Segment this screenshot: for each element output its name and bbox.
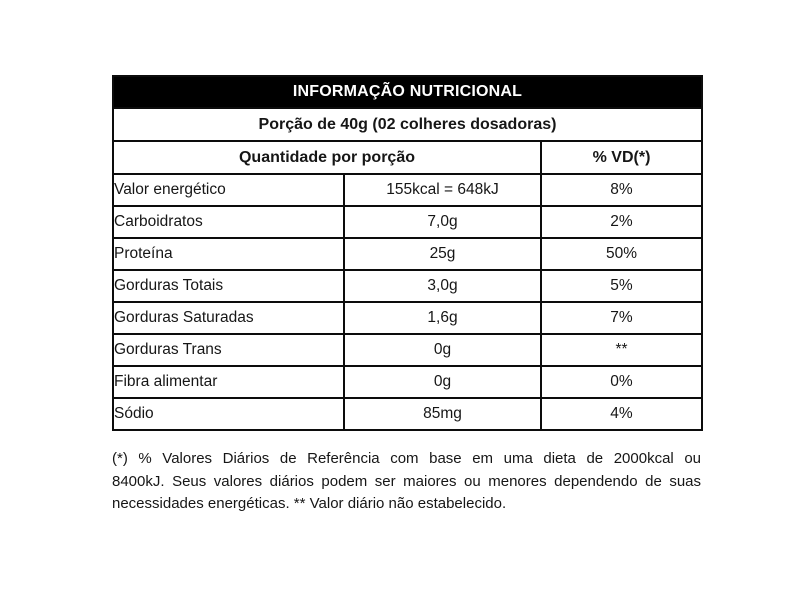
nutrient-dv: 4% bbox=[540, 397, 703, 431]
nutrient-name: Fibra alimentar bbox=[112, 365, 345, 399]
nutrient-name: Gorduras Saturadas bbox=[112, 301, 345, 335]
nutrient-amount: 0g bbox=[343, 333, 542, 367]
nutrient-amount: 85mg bbox=[343, 397, 542, 431]
nutrient-name: Valor energético bbox=[112, 173, 345, 207]
table-row: Valor energético 155kcal = 648kJ 8% bbox=[112, 173, 703, 207]
table-row: Gorduras Trans 0g ** bbox=[112, 333, 703, 367]
serving-size: Porção de 40g (02 colheres dosadoras) bbox=[112, 107, 703, 142]
nutrient-amount: 0g bbox=[343, 365, 542, 399]
nutrient-amount: 25g bbox=[343, 237, 542, 271]
nutrient-name: Carboidratos bbox=[112, 205, 345, 239]
nutrient-amount: 7,0g bbox=[343, 205, 542, 239]
column-header-dv: % VD(*) bbox=[540, 140, 703, 175]
nutrition-label: INFORMAÇÃO NUTRICIONAL Porção de 40g (02… bbox=[112, 75, 703, 512]
table-row: Carboidratos 7,0g 2% bbox=[112, 205, 703, 239]
table-title: INFORMAÇÃO NUTRICIONAL bbox=[112, 75, 703, 109]
nutrient-dv: 2% bbox=[540, 205, 703, 239]
footnote: (*) % Valores Diários de Referência com … bbox=[112, 448, 701, 516]
nutrient-dv: 5% bbox=[540, 269, 703, 303]
table-row: Proteína 25g 50% bbox=[112, 237, 703, 271]
nutrient-dv: 0% bbox=[540, 365, 703, 399]
serving-row: Porção de 40g (02 colheres dosadoras) bbox=[112, 107, 703, 142]
nutrient-name: Gorduras Trans bbox=[112, 333, 345, 367]
nutrient-amount: 155kcal = 648kJ bbox=[343, 173, 542, 207]
nutrient-amount: 3,0g bbox=[343, 269, 542, 303]
table-row: Gorduras Saturadas 1,6g 7% bbox=[112, 301, 703, 335]
footnote-line: (*) % Valores Diários de Referência com … bbox=[112, 450, 701, 467]
nutrition-table: INFORMAÇÃO NUTRICIONAL Porção de 40g (02… bbox=[112, 75, 703, 431]
table-row: Gorduras Totais 3,0g 5% bbox=[112, 269, 703, 303]
column-header-row: Quantidade por porção % VD(*) bbox=[112, 140, 703, 175]
nutrient-dv: ** bbox=[540, 333, 703, 367]
nutrient-dv: 8% bbox=[540, 173, 703, 207]
title-row: INFORMAÇÃO NUTRICIONAL bbox=[112, 75, 703, 109]
nutrient-name: Sódio bbox=[112, 397, 345, 431]
nutrient-amount: 1,6g bbox=[343, 301, 542, 335]
table-row: Sódio 85mg 4% bbox=[112, 397, 703, 431]
nutrient-dv: 7% bbox=[540, 301, 703, 335]
footnote-line: 8400kJ. Seus valores diários podem ser m… bbox=[112, 472, 701, 490]
table-row: Fibra alimentar 0g 0% bbox=[112, 365, 703, 399]
column-header-quantity: Quantidade por porção bbox=[112, 140, 542, 175]
nutrient-dv: 50% bbox=[540, 237, 703, 271]
nutrient-name: Proteína bbox=[112, 237, 345, 271]
nutrient-name: Gorduras Totais bbox=[112, 269, 345, 303]
footnote-line: necessidades energéticas. ** Valor diári… bbox=[112, 495, 507, 512]
